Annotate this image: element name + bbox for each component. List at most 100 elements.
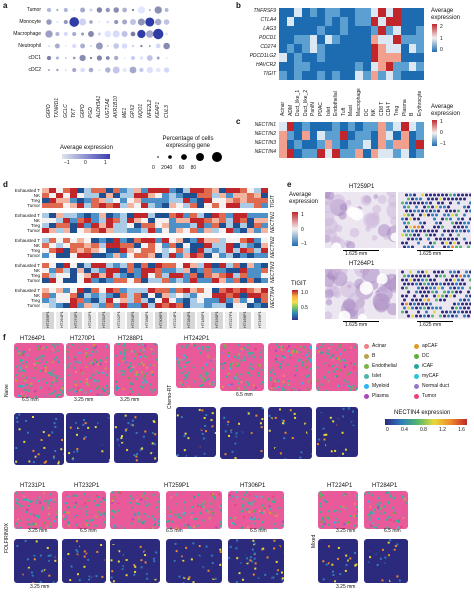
heat-cell	[385, 62, 394, 71]
heat-cell	[301, 140, 310, 149]
tissue-svg	[268, 407, 312, 459]
tissue-spot	[269, 371, 272, 374]
expression-map	[114, 413, 158, 463]
heat-cell	[378, 17, 386, 26]
heat-cell	[370, 122, 379, 131]
tissue-spot	[266, 525, 269, 528]
tissue-spot	[66, 389, 69, 392]
tissue-spot	[58, 458, 61, 461]
spot	[453, 294, 456, 298]
heat-cell	[347, 44, 356, 53]
heat-cell	[147, 243, 155, 248]
c-gene-label: NECTIN2	[254, 131, 276, 137]
tissue-spot	[121, 441, 124, 444]
tissue-spot	[84, 422, 87, 425]
heat-cell	[91, 278, 99, 283]
tissue-spot	[301, 382, 304, 385]
tissue-spot	[252, 414, 255, 417]
spot	[425, 270, 428, 274]
tissue-spot	[42, 492, 45, 495]
heat-cell	[253, 203, 261, 208]
tissue-spot	[83, 555, 86, 558]
tissue-spot	[351, 361, 354, 364]
tissue-spot	[62, 548, 65, 551]
heat-cell	[155, 298, 163, 303]
tissue-spot	[45, 418, 48, 421]
tissue-spot	[48, 386, 51, 389]
spot	[415, 314, 418, 318]
panel-e: Average expression 1 0 −1 TIGIT 1.0 0.5 …	[287, 180, 474, 330]
tissue-spot	[136, 544, 139, 547]
heat-cell	[246, 243, 254, 248]
tissue-spot	[255, 528, 258, 529]
heat-cell	[301, 131, 310, 140]
spot	[415, 298, 418, 302]
tissue-spot	[194, 452, 197, 455]
tissue-spot	[25, 432, 28, 435]
spot	[469, 278, 471, 282]
d-sample-label: HT224P1	[171, 311, 177, 328]
tissue-spot	[282, 415, 285, 418]
heat-cell	[140, 218, 148, 223]
heat-cell	[385, 71, 394, 80]
heat-cell	[42, 248, 50, 253]
heat-cell	[140, 253, 148, 258]
tissue-spot	[154, 414, 157, 417]
tissue-spot	[126, 449, 129, 452]
tissue-spot	[294, 410, 297, 413]
heat-cell	[246, 288, 254, 293]
heat-cell	[119, 243, 127, 248]
tissue-spot	[349, 388, 352, 391]
heat-cell	[77, 298, 85, 303]
spot	[459, 298, 462, 302]
d-sample-label: HT264P1	[59, 311, 65, 328]
tissue-spot	[62, 420, 64, 423]
heat-cell	[42, 278, 50, 283]
b-celltype-label: Acinar	[280, 101, 286, 116]
lumen	[338, 310, 351, 319]
tissue-spot	[194, 380, 197, 383]
tissue-spot	[200, 345, 203, 348]
tissue-spot	[36, 345, 39, 348]
tissue-spot	[257, 372, 260, 375]
heat-cell	[246, 218, 254, 223]
tissue-spot	[157, 516, 160, 519]
tissue-spot	[238, 353, 241, 356]
tissue-spot	[316, 443, 319, 446]
heat-cell	[162, 243, 170, 248]
tissue-spot	[205, 509, 208, 512]
tissue-blob	[383, 234, 389, 240]
b-celltype-label: CD8 T	[378, 101, 385, 116]
tissue-spot	[234, 437, 237, 440]
heat-cell	[355, 26, 363, 35]
tissue-spot	[17, 365, 20, 368]
tissue-spot	[275, 411, 278, 414]
tissue-spot	[96, 379, 99, 382]
heat-cell	[162, 218, 170, 223]
tissue-spot	[125, 356, 128, 359]
tissue-spot	[288, 345, 291, 348]
tissue-spot	[181, 431, 184, 434]
tissue-spot	[260, 381, 263, 384]
heat-cell	[70, 293, 78, 298]
tissue-spot	[29, 518, 32, 521]
tissue-spot	[140, 527, 143, 529]
heat-cell	[393, 26, 402, 35]
tissue-spot	[206, 539, 209, 542]
d-gene-label: NECTIN3	[270, 261, 276, 283]
tissue-spot	[149, 388, 152, 391]
tissue-spot	[287, 379, 290, 382]
expression-map	[176, 407, 216, 457]
tissue-spot	[101, 525, 104, 528]
size-tick-1: 20	[161, 165, 167, 171]
heat-cell	[140, 213, 148, 218]
spot	[437, 225, 440, 229]
tissue-spot	[268, 453, 271, 456]
heat-cell	[246, 273, 254, 278]
tissue-spot	[76, 443, 79, 446]
heat-cell	[416, 140, 424, 149]
tissue-spot	[74, 380, 77, 383]
heat-cell	[63, 218, 71, 223]
b-gene-label: TIGIT	[263, 71, 276, 77]
spot	[411, 282, 414, 286]
